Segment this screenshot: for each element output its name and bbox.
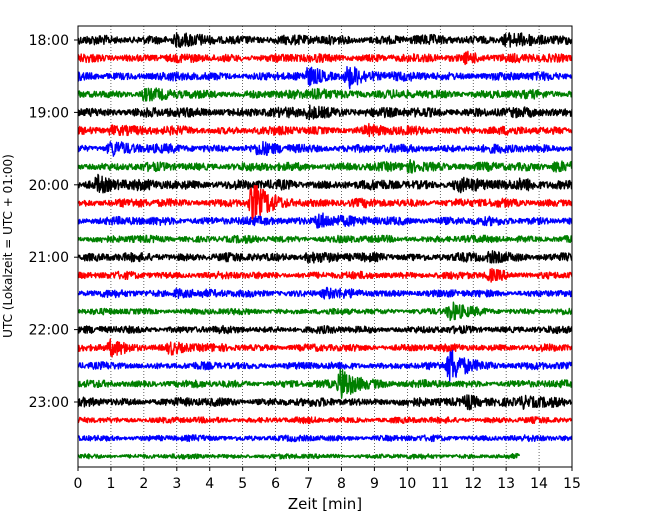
trace-line: [78, 212, 572, 229]
x-tick-label: 11: [431, 476, 449, 492]
trace-line: [78, 104, 572, 121]
trace-line: [78, 416, 572, 425]
x-tick-label: 12: [464, 476, 482, 492]
plot-frame: [77, 25, 573, 468]
x-tick-label: 0: [74, 476, 83, 492]
trace-line: [78, 184, 572, 224]
y-axis: 18:00 19:00 20:00 21:00 22:00 23:00: [29, 33, 78, 411]
x-tick-label: 4: [205, 476, 214, 492]
y-tick-label: 19:00: [29, 105, 69, 121]
trace-line: [78, 338, 572, 358]
trace-line: [78, 394, 572, 411]
trace-line: [78, 173, 572, 194]
trace-line: [78, 140, 572, 157]
y-tick-label: 22:00: [29, 323, 69, 339]
trace-line: [78, 122, 572, 138]
trace-line: [78, 324, 572, 335]
x-tick-label: 15: [563, 476, 581, 492]
x-tick-label: 3: [172, 476, 181, 492]
trace-line: [78, 87, 572, 102]
trace-line: [78, 301, 572, 321]
trace-line: [78, 65, 572, 90]
x-tick-label: 5: [238, 476, 247, 492]
x-tick-label: 7: [304, 476, 313, 492]
trace-line: [78, 286, 572, 300]
trace-line: [78, 234, 572, 244]
x-tick-label: 1: [106, 476, 115, 492]
trace-line: [78, 267, 572, 283]
trace-line: [78, 452, 520, 460]
x-tick-label: 6: [271, 476, 280, 492]
y-tick-label: 21:00: [29, 250, 69, 266]
y-tick-label: 18:00: [29, 33, 69, 49]
trace-line: [78, 250, 572, 264]
x-tick-label: 13: [497, 476, 515, 492]
x-axis: 0 1 2 3 4 5 6 7 8 9 10 11 12 13 14 15: [74, 467, 581, 492]
trace-line: [78, 434, 572, 443]
trace-group: [78, 32, 572, 460]
trace-line: [78, 50, 572, 66]
trace-line: [78, 349, 572, 382]
x-tick-label: 8: [337, 476, 346, 492]
x-tick-label: 10: [398, 476, 416, 492]
x-tick-label: 14: [530, 476, 548, 492]
y-axis-label: UTC (Lokalzeit = UTC + 01:00): [1, 154, 15, 338]
trace-line: [78, 158, 572, 174]
x-axis-label: Zeit [min]: [288, 495, 362, 513]
x-tick-label: 9: [370, 476, 379, 492]
x-tick-label: 2: [139, 476, 148, 492]
trace-line: [78, 32, 572, 48]
trace-line: [78, 368, 572, 399]
y-tick-label: 23:00: [29, 395, 69, 411]
y-tick-label: 20:00: [29, 178, 69, 194]
